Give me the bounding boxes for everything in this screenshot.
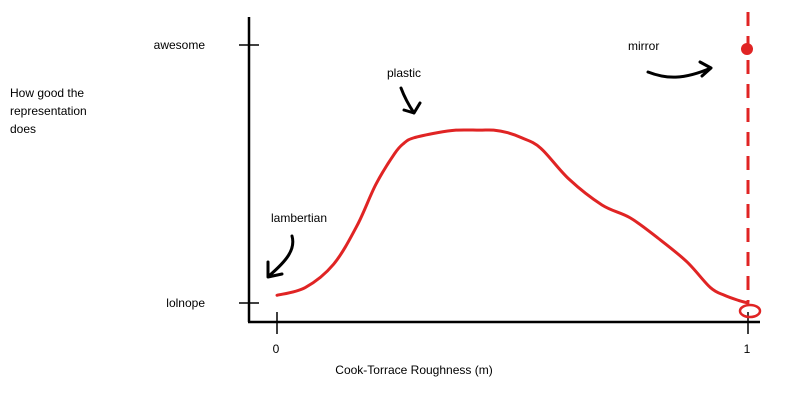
- annotation-label: plastic: [387, 66, 421, 80]
- x-tick-label: 0: [273, 342, 280, 356]
- mirror-group: [738, 12, 762, 319]
- axes: lolnope awesome 0 1: [154, 17, 760, 356]
- x-axis-label: Cook-Torrace Roughness (m): [335, 363, 492, 377]
- mirror-point: [741, 43, 753, 55]
- mirror-base-loop: [738, 303, 762, 319]
- annotation-arrow: [266, 234, 295, 279]
- y-tick-label: lolnope: [166, 296, 205, 310]
- y-axis-label: How good the representation does: [10, 86, 87, 136]
- x-tick-label: 1: [744, 342, 751, 356]
- y-tick-label: awesome: [154, 38, 206, 52]
- annotation-label: lambertian: [271, 211, 327, 225]
- annotation-arrow: [399, 86, 422, 115]
- annotation-label: mirror: [628, 39, 659, 53]
- roughness-curve-group: [275, 128, 750, 305]
- annotation-arrow: [646, 60, 713, 79]
- roughness-curve: [275, 128, 750, 305]
- annotations: lambertian plastic mirror: [266, 39, 713, 279]
